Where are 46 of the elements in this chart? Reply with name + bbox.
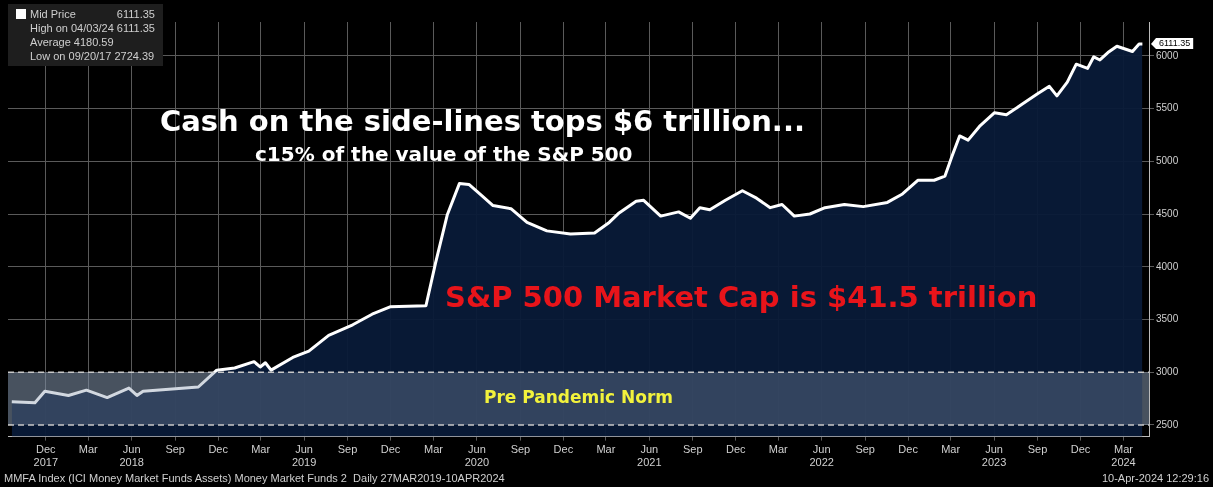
x-tick-label: Mar [251,443,271,456]
x-tick-label: Mar [768,443,789,456]
x-tick-label: Dec [725,443,747,456]
x-tick-label: Jun 2020 [464,443,490,469]
x-tick-label: Sep [1027,443,1048,456]
x-tick-label: Dec [553,443,574,456]
y-tick-label: 2500 [1156,418,1179,430]
text: Cash on the side-lines tops $6 trillion... [160,104,805,138]
x-tick-label: Dec [208,443,229,456]
x-tick-label: Mar 2024 [1111,443,1136,469]
x-tick-label: Mar [78,443,99,456]
legend-label: Mid Price [30,7,76,21]
annotation: Low on 09/20/17 2724.39 [29,49,155,63]
x-tick-label: Dec 2017 [33,443,59,469]
annotation: High on 04/03/24 6111.35 [29,21,155,35]
text: MMFA Index (ICI Money Market Funds Assets) Money Market Funds 2 Daily 27MAR2019-10APR2024 [4,472,505,484]
x-tick-label: Mar [596,443,616,456]
x-tick-label: Dec [1070,443,1091,456]
x-tick-label: Sep [337,443,358,456]
x-tick-label: Dec [380,443,401,456]
y-tick-label: 4000 [1156,260,1179,272]
x-tick-label: Sep [165,443,185,456]
y-tick-label: 3000 [1156,366,1179,377]
x-tick-label: Sep [510,443,531,456]
band-label: Pre Pandemic Norm [483,387,674,408]
text: 6111.35 [115,7,155,21]
annotation: Average 4180.59 [29,35,115,49]
x-tick-label: Jun 2019 [291,443,317,469]
x-tick-label: Sep [683,443,703,456]
x-tick-label: Jun 2022 [809,443,834,469]
y-tick-label: 3500 [1156,313,1179,325]
y-tick-label: 5500 [1156,102,1179,114]
x-tick-label: Mar [941,443,961,456]
annotation: S&P 500 Market Cap is $41.5 trillion [445,280,1038,314]
text: c15% of the value of the S&P 500 [255,142,633,166]
x-tick-label: Jun 2018 [119,443,144,469]
y-tick-label: 4500 [1156,207,1179,219]
x-tick-label: Jun 2023 [981,443,1007,469]
y-tick-label: 5000 [1156,155,1179,166]
annotation: 6111.35 [1159,38,1191,49]
x-tick-label: Sep [855,443,875,456]
text: 10-Apr-2024 12:29:16 [1101,472,1209,484]
y-tick-label: 6000 [1156,49,1179,61]
x-tick-label: Jun 2021 [637,443,662,469]
x-tick-label: Dec [898,443,919,456]
x-tick-label: Mar [424,443,444,456]
